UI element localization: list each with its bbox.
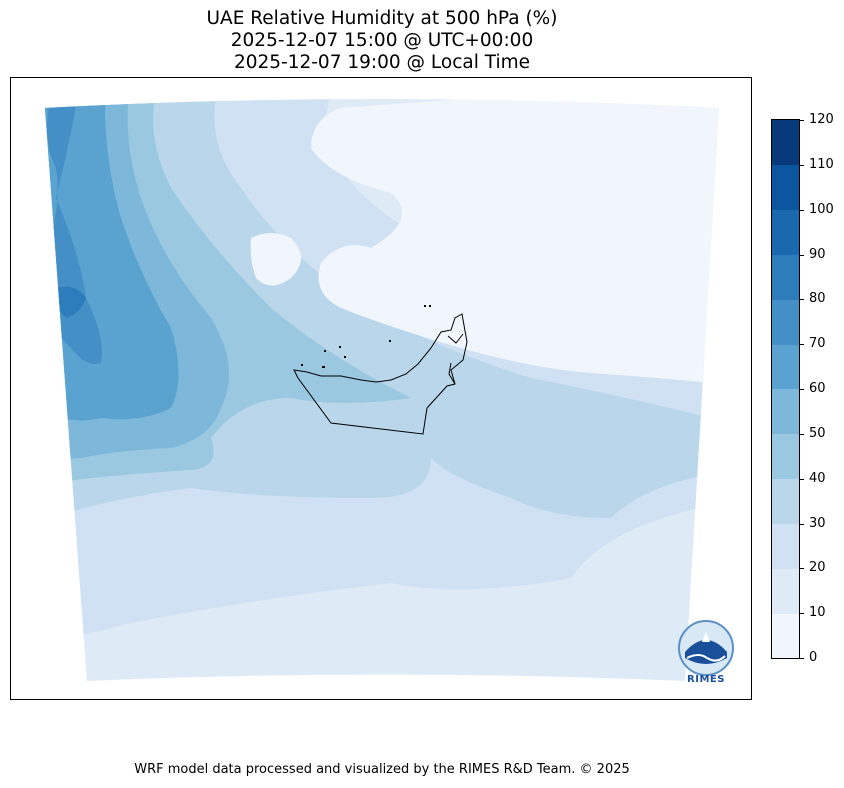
uae-boundary (293, 313, 468, 435)
colorbar-band (772, 344, 799, 390)
colorbar-tick-mark (800, 209, 804, 211)
colorbar-band (772, 568, 799, 614)
colorbar-tick-mark (800, 299, 804, 301)
rh-band-0-10 (311, 99, 719, 383)
colorbar-tick-mark (800, 433, 804, 435)
rh-band-80-90 (56, 286, 86, 318)
rimes-emblem-icon (678, 620, 734, 676)
colorbar-tick-mark (800, 164, 804, 166)
colorbar-band (772, 613, 799, 659)
humidity-field (45, 99, 719, 681)
colorbar-band (772, 209, 799, 255)
colorbar (771, 119, 800, 659)
colorbar-tick-label: 10 (809, 605, 826, 621)
colorbar-band (772, 523, 799, 569)
colorbar-band (772, 120, 799, 166)
map-title-line-2: 2025-12-07 15:00 @ UTC+00:00 (230, 30, 534, 51)
colorbar-band (772, 478, 799, 524)
colorbar-tick-mark (800, 344, 804, 346)
colorbar-tick-label: 120 (809, 112, 834, 127)
rh-band-0-10-patch (250, 233, 301, 286)
colorbar-tick-label: 0 (809, 650, 818, 665)
colorbar-tick-mark (800, 523, 804, 525)
islands (301, 305, 431, 368)
colorbar-tick-mark (800, 568, 804, 570)
colorbar-tick-label: 50 (809, 425, 826, 441)
colorbar-tick-label: 40 (809, 470, 826, 486)
colorbar-tick-mark (800, 389, 804, 390)
colorbar-band (772, 389, 799, 435)
colorbar-tick-label: 20 (809, 560, 826, 576)
colorbar-band (772, 299, 799, 345)
footer-credit: WRF model data processed and visualized … (134, 762, 630, 777)
map-title-line-3: 2025-12-07 19:00 @ Local Time (233, 52, 531, 73)
colorbar-tick-mark (800, 658, 804, 659)
colorbar-tick-label: 70 (809, 336, 826, 352)
colorbar-tick-mark (800, 613, 804, 615)
colorbar-band (772, 433, 799, 480)
colorbar-tick-label: 90 (809, 246, 826, 262)
rimes-logo-text: RIMES (687, 674, 725, 685)
colorbar-band (772, 164, 799, 211)
colorbar-tick-label: 80 (809, 291, 826, 307)
rimes-logo: RIMES (673, 618, 739, 690)
colorbar-tick-label: 60 (809, 381, 826, 396)
colorbar-tick-label: 100 (809, 201, 834, 217)
colorbar-tick-label: 30 (809, 515, 826, 531)
colorbar-tick-label: 110 (809, 156, 834, 172)
colorbar-tick-mark (800, 478, 804, 480)
map-panel (10, 77, 752, 700)
colorbar-band (772, 254, 799, 300)
colorbar-tick-mark (800, 120, 804, 121)
map-title-line-1: UAE Relative Humidity at 500 hPa (%) (206, 8, 558, 29)
colorbar-tick-mark (800, 254, 804, 256)
